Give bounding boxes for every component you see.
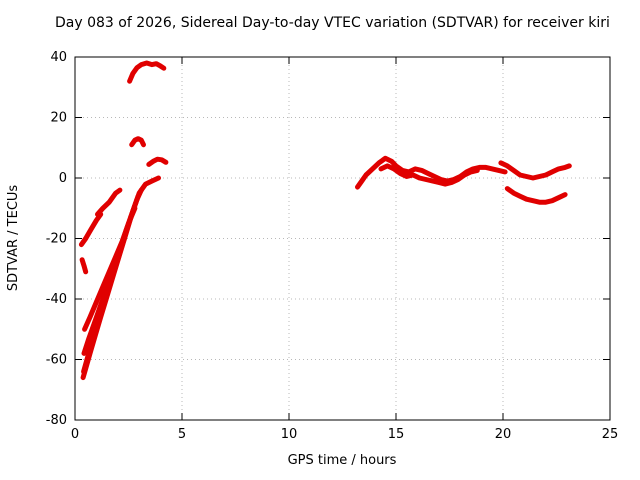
- data-series-small-arc: [146, 156, 169, 167]
- data-series-band-dip: [504, 186, 568, 205]
- y-tick-label: 40: [50, 50, 67, 65]
- y-tick-label: -40: [46, 292, 67, 307]
- y-tick-label: -60: [46, 353, 67, 368]
- data-series-diag-upper: [78, 211, 104, 248]
- chart-title: Day 083 of 2026, Sidereal Day-to-day VTE…: [55, 15, 610, 31]
- data-series-top-arc: [127, 60, 167, 84]
- data-series-rise-4: [82, 205, 138, 332]
- data-series-rise-1: [80, 175, 161, 381]
- x-tick-label: 0: [71, 427, 79, 442]
- data-series-blob-left: [79, 257, 89, 275]
- x-tick-label: 5: [178, 427, 186, 442]
- data-series-band-3: [498, 160, 572, 181]
- plot-area: 0 5 10 15 20 25 -80 -60 -40 -20 0 20 40: [46, 50, 619, 442]
- x-axis-label: GPS time / hours: [288, 453, 397, 468]
- y-tick-label: -80: [46, 413, 67, 428]
- x-tick-label: 25: [602, 427, 619, 442]
- x-tick-label: 15: [388, 427, 405, 442]
- y-tick-label: 0: [59, 171, 67, 186]
- x-tick-label: 20: [495, 427, 512, 442]
- x-tick-label: 10: [281, 427, 298, 442]
- y-tick-label: 20: [50, 111, 67, 126]
- data-series-diag-upper-2: [95, 187, 123, 217]
- y-axis-label: SDTVAR / TECUs: [6, 185, 21, 292]
- data-series-band-2: [378, 163, 480, 187]
- y-tick-label: -20: [46, 232, 67, 247]
- data-series-band-1: [355, 155, 508, 190]
- data-series-mid-arc: [129, 136, 146, 148]
